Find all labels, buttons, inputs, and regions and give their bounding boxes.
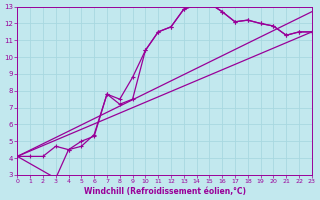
X-axis label: Windchill (Refroidissement éolien,°C): Windchill (Refroidissement éolien,°C)	[84, 187, 245, 196]
